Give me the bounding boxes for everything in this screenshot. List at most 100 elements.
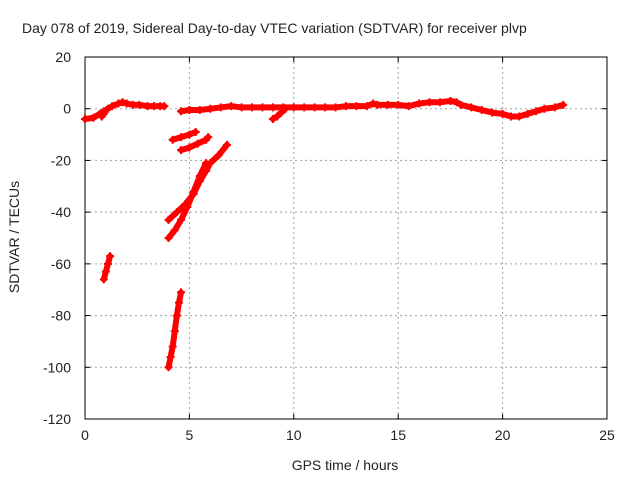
data-point <box>321 103 330 112</box>
y-tick-label: -40 <box>51 204 71 220</box>
data-point <box>268 103 277 112</box>
data-point <box>415 99 424 108</box>
data-point <box>342 102 350 111</box>
data-point <box>550 103 559 112</box>
data-point <box>515 112 524 121</box>
data-point <box>425 98 434 107</box>
data-point <box>122 99 131 108</box>
data-point <box>456 100 465 109</box>
data-point <box>310 103 319 112</box>
data-point <box>214 151 223 160</box>
data-point <box>467 103 476 112</box>
series-trace <box>100 253 114 283</box>
x-tick-label: 5 <box>186 427 194 443</box>
series-trace <box>169 128 199 143</box>
data-point <box>281 104 290 113</box>
data-point <box>164 215 173 224</box>
data-point <box>331 103 340 112</box>
data-point <box>237 103 246 112</box>
data-point <box>195 171 204 180</box>
data-point <box>477 106 486 115</box>
y-tick-label: -80 <box>51 308 71 324</box>
data-point <box>99 109 108 118</box>
data-point <box>277 108 286 117</box>
data-point <box>216 103 225 112</box>
data-point <box>185 143 194 152</box>
y-tick-label: 0 <box>63 101 71 117</box>
data-point <box>193 139 202 148</box>
data-point <box>195 106 204 115</box>
data-points <box>81 96 568 372</box>
data-point <box>362 102 371 111</box>
data-point <box>81 115 89 124</box>
x-tick-label: 0 <box>81 427 89 443</box>
data-point <box>166 352 175 361</box>
data-point <box>168 135 177 144</box>
data-point <box>160 102 169 111</box>
data-point <box>222 140 231 149</box>
data-point <box>174 298 183 307</box>
data-point <box>177 288 186 297</box>
y-tick-label: -20 <box>51 152 71 168</box>
data-point <box>446 96 455 105</box>
x-axis-label: GPS time / hours <box>292 457 399 473</box>
data-point <box>103 259 112 268</box>
data-point <box>506 112 515 121</box>
chart-title: Day 078 of 2019, Sidereal Day-to-day VTE… <box>22 20 527 36</box>
data-point <box>258 103 267 112</box>
x-tick-label: 15 <box>390 427 406 443</box>
data-point <box>170 226 179 235</box>
data-point <box>108 102 117 111</box>
data-point <box>404 102 413 111</box>
y-tick-label: 20 <box>55 49 71 65</box>
data-point <box>185 106 194 115</box>
data-point <box>177 133 186 142</box>
data-point <box>498 109 507 118</box>
y-axis-label: SDTVAR / TECUs <box>6 181 22 293</box>
series-trace <box>269 105 289 123</box>
data-point <box>101 267 110 276</box>
data-point <box>177 107 186 116</box>
data-point <box>369 99 378 108</box>
data-point <box>106 252 115 261</box>
data-point <box>177 146 186 155</box>
data-point <box>99 275 108 284</box>
data-point <box>191 127 200 136</box>
axis-ticks: 0 5 10 15 20 25 20 0 -20 -40 -60 -80 -100 -120 <box>43 49 615 443</box>
data-point <box>164 363 173 372</box>
data-point <box>204 133 213 142</box>
series-trace <box>82 99 168 123</box>
data-point <box>394 100 403 109</box>
data-point <box>168 342 177 351</box>
data-point <box>189 187 198 196</box>
plot-frame <box>84 56 608 420</box>
data-point <box>488 108 497 117</box>
y-tick-label: -120 <box>43 411 71 427</box>
data-point <box>89 113 98 122</box>
x-tick-label: 25 <box>599 427 615 443</box>
data-point <box>135 100 144 109</box>
data-point <box>227 102 236 111</box>
data-point <box>185 130 194 139</box>
y-tick-label: -100 <box>43 359 71 375</box>
data-point <box>559 100 568 109</box>
data-point <box>114 99 123 108</box>
data-point <box>183 202 192 211</box>
data-point <box>172 311 181 320</box>
data-point <box>452 98 461 107</box>
data-point <box>523 109 532 118</box>
data-point <box>532 107 541 116</box>
x-tick-label: 10 <box>286 427 302 443</box>
y-tick-label: -60 <box>51 256 71 272</box>
data-point <box>300 103 309 112</box>
data-point <box>435 98 444 107</box>
data-point <box>164 234 173 242</box>
data-point <box>118 98 127 107</box>
data-point <box>248 103 257 112</box>
data-point <box>352 102 361 111</box>
data-point <box>540 104 549 113</box>
data-point <box>172 208 181 217</box>
data-point <box>202 159 211 168</box>
data-point <box>373 100 382 109</box>
